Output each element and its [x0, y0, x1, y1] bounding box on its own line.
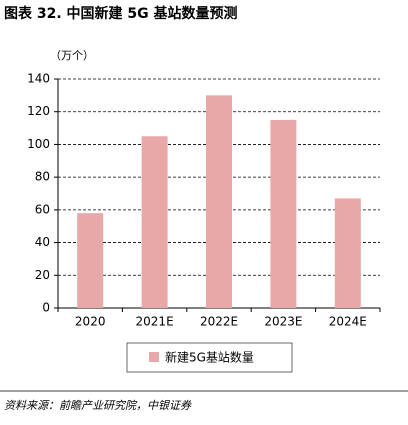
x-tick-label: 2024E	[329, 315, 367, 329]
source: 资料来源：前瞻产业研究院，中银证券	[4, 399, 192, 412]
x-tick-label: 2021E	[136, 315, 174, 329]
bar	[141, 136, 168, 308]
legend-label: 新建5G基站数量	[165, 350, 254, 365]
y-tick-label: 60	[35, 202, 50, 216]
y-tick-label: 20	[35, 268, 50, 282]
legend-swatch	[149, 352, 159, 362]
y-tick-label: 80	[35, 170, 50, 184]
y-tick-label: 100	[27, 137, 50, 151]
bar	[77, 213, 104, 308]
chart-title: 图表 32. 中国新建 5G 基站数量预测	[4, 5, 238, 22]
y-tick-label: 140	[27, 72, 50, 86]
x-tick-label: 2023E	[264, 315, 302, 329]
bar	[334, 198, 361, 308]
y-tick-label: 40	[35, 235, 50, 249]
x-tick-label: 2022E	[200, 315, 238, 329]
y-tick-label: 120	[27, 104, 50, 118]
y-tick-label: 0	[42, 301, 50, 315]
y-axis-label: （万个）	[50, 49, 94, 62]
bar	[206, 95, 232, 308]
legend-box	[126, 342, 293, 373]
bar	[270, 119, 297, 309]
x-tick-label: 2020	[75, 315, 106, 329]
